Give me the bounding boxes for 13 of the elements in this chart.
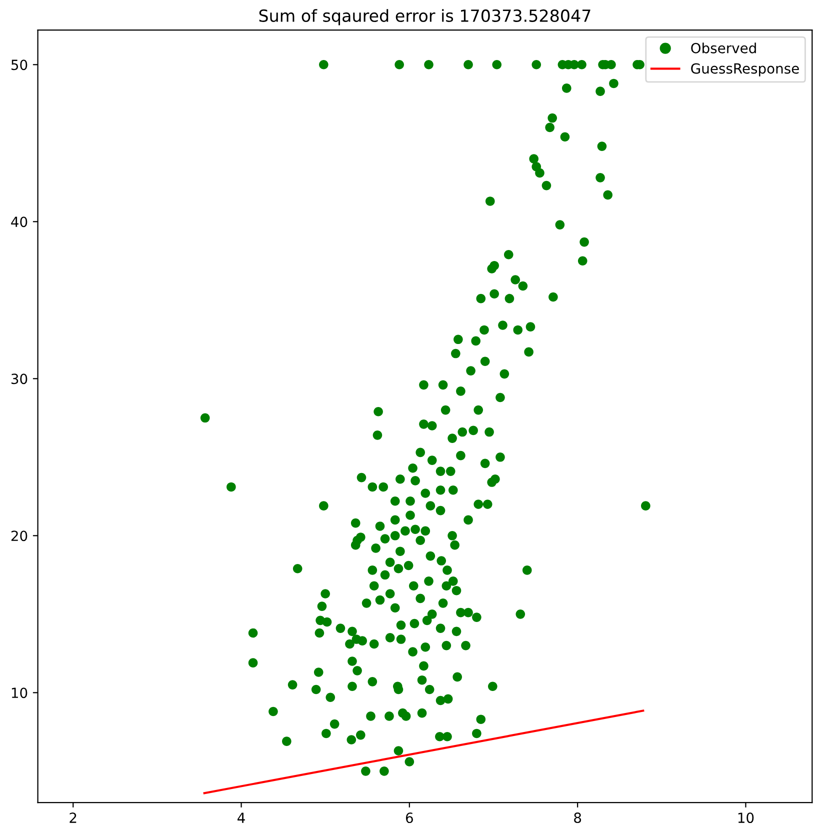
- x-tick-label: 8: [574, 812, 582, 824]
- y-tick-label: 30: [11, 374, 28, 384]
- y-tick-label: 10: [12, 688, 28, 698]
- legend-label: GuessResponse: [691, 63, 799, 76]
- x-tick-label: 2: [70, 812, 76, 823]
- x-tick-label: 6: [406, 812, 413, 824]
- chart-title: Sum of sqaured error is 170373.528047: [259, 9, 590, 26]
- y-tick-label: 20: [11, 530, 28, 542]
- y-tick-label: 50: [11, 60, 28, 70]
- x-tick-label: 4: [238, 812, 245, 823]
- x-tick-label: 10: [738, 812, 754, 824]
- legend-label: Observed: [691, 42, 756, 54]
- y-tick-label: 40: [11, 216, 28, 228]
